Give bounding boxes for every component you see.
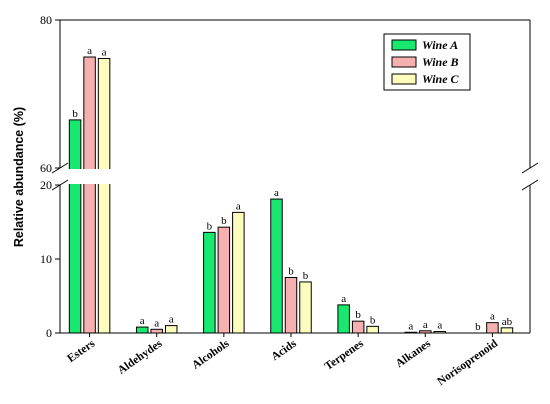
bar [97,57,111,334]
significance-letter: ab [502,316,513,328]
bar [486,322,499,334]
significance-letter: a [437,320,442,332]
axis-break-gap [57,169,535,184]
significance-letter: a [423,319,428,331]
significance-letter: a [236,200,241,212]
legend-label: Wine C [422,72,460,86]
x-tick-label: Acids [269,337,299,363]
significance-letter: a [490,311,495,323]
legend-swatch [391,56,417,68]
bar [164,325,178,334]
y-axis-title: Relative abundance (%) [12,107,26,247]
significance-letter: b [221,215,227,227]
significance-letter: a [274,187,279,199]
significance-letter: a [140,315,145,327]
bar [500,327,514,334]
significance-letter: b [288,266,294,278]
bar [135,326,149,334]
bar [284,277,298,334]
y-tick-label: 0 [46,326,52,340]
x-tick-label: Terpenes [323,337,367,373]
y-tick-label: 60 [40,161,52,175]
significance-letter: a [154,317,159,329]
axis-break-mark [521,162,539,174]
legend-swatch [391,73,417,85]
significance-letter: a [102,46,107,58]
bar [150,328,163,334]
legend: Wine A Wine B Wine C [383,33,471,91]
significance-letter: b [475,321,481,333]
significance-letter: b [72,108,78,120]
significance-letter: a [87,45,92,57]
bar [299,281,312,334]
y-tick-label: 20 [40,178,52,192]
bar [217,226,231,334]
bar [337,304,350,334]
bar [351,320,365,334]
significance-letter: a [408,320,413,332]
bar [232,211,245,334]
bar [68,119,82,334]
legend-swatch [391,39,417,51]
x-tick-label: Norisoprenoid [435,337,500,388]
significance-letter: b [207,220,213,232]
x-tick-label: Aldehydes [116,337,165,376]
significance-letter: a [341,293,346,305]
bar [83,56,96,334]
x-tick-label: Alkanes [394,337,434,370]
x-tick-label: Alcohols [190,337,232,371]
axis-break-mark [521,179,539,191]
y-tick-label: 80 [40,13,52,27]
significance-letter: b [355,309,361,321]
y-tick-label: 10 [40,252,52,266]
bar [270,198,283,334]
legend-label: Wine A [422,38,458,52]
legend-label: Wine B [422,55,459,69]
significance-letter: b [303,270,309,282]
bar [203,231,216,334]
x-tick-label: Esters [65,337,97,365]
significance-letter: b [370,314,376,326]
significance-letter: a [169,314,174,326]
bar [366,325,379,334]
